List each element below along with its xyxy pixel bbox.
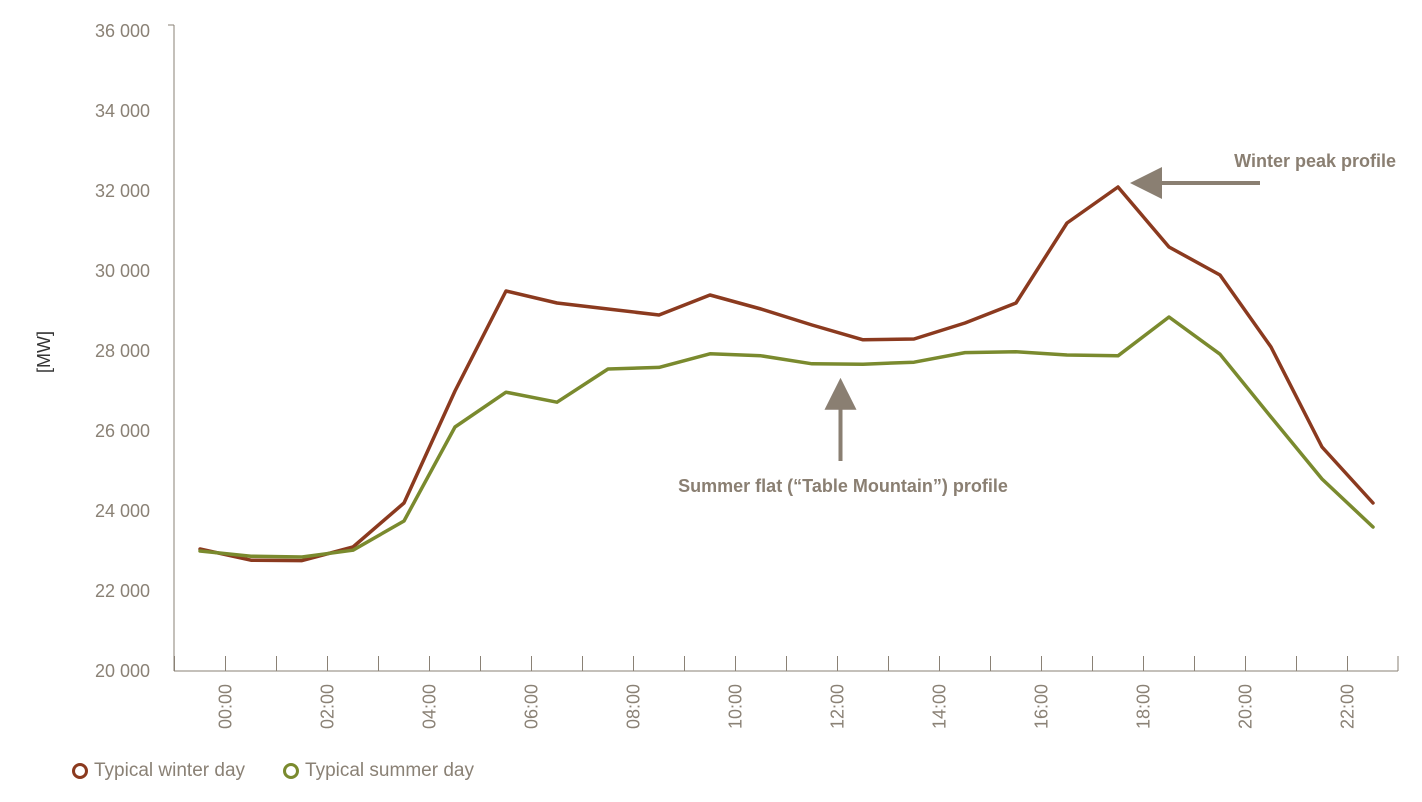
legend-marker-winter	[72, 763, 88, 779]
x-ticks: 00:00 02:00 04:00 06:00 08:00 10:00 12:00 14:00…	[174, 656, 1399, 729]
x-tick-label: 14:00	[930, 684, 950, 729]
series-lines	[198, 185, 1375, 563]
y-tick-label: 32 000	[95, 181, 150, 201]
y-tick-label: 36 000	[95, 21, 150, 41]
series-line-winter	[198, 185, 1375, 563]
y-tick-label: 26 000	[95, 421, 150, 441]
x-tick-label: 22:00	[1338, 684, 1358, 729]
y-tick-label: 20 000	[95, 661, 150, 681]
winter-peak-label: Winter peak profile	[1234, 151, 1396, 171]
y-tick-label: 22 000	[95, 581, 150, 601]
y-tick-label: 30 000	[95, 261, 150, 281]
x-tick-label: 00:00	[216, 684, 236, 729]
y-axis-label: [MW]	[34, 331, 54, 373]
x-tick-label: 02:00	[318, 684, 338, 729]
annotation-summer-flat: Summer flat (“Table Mountain”) profile	[678, 377, 1008, 496]
summer-flat-label: Summer flat (“Table Mountain”) profile	[678, 476, 1008, 496]
x-tick-label: 12:00	[828, 684, 848, 729]
line-chart: 20 000 22 000 24 000 26 000 28 000 30 000 32 0…	[34, 21, 1399, 729]
legend-item-winter: Typical winter day	[72, 760, 245, 782]
x-tick-label: 10:00	[726, 684, 746, 729]
x-tick-label: 18:00	[1134, 684, 1154, 729]
annotation-winter-peak: Winter peak profile	[1130, 151, 1396, 199]
legend-marker-summer	[283, 763, 300, 779]
x-tick-label: 20:00	[1236, 684, 1256, 729]
y-ticks: 20 000 22 000 24 000 26 000 28 000 30 000 32 0…	[95, 21, 174, 681]
x-tick-label: 08:00	[624, 684, 644, 729]
y-tick-label: 24 000	[95, 501, 150, 521]
legend-label-summer: Typical summer day	[305, 760, 474, 781]
legend-label-winter: Typical winter day	[94, 760, 246, 781]
x-tick-label: 04:00	[420, 684, 440, 729]
series-line-summer	[198, 315, 1375, 559]
legend-item-summer: Typical summer day	[283, 760, 474, 782]
y-tick-label: 28 000	[95, 341, 150, 361]
x-tick-label: 06:00	[522, 684, 542, 729]
chart-legend: Typical winter day Typical summer day	[72, 760, 512, 782]
y-tick-label: 34 000	[95, 101, 150, 121]
x-tick-label: 16:00	[1032, 684, 1052, 729]
